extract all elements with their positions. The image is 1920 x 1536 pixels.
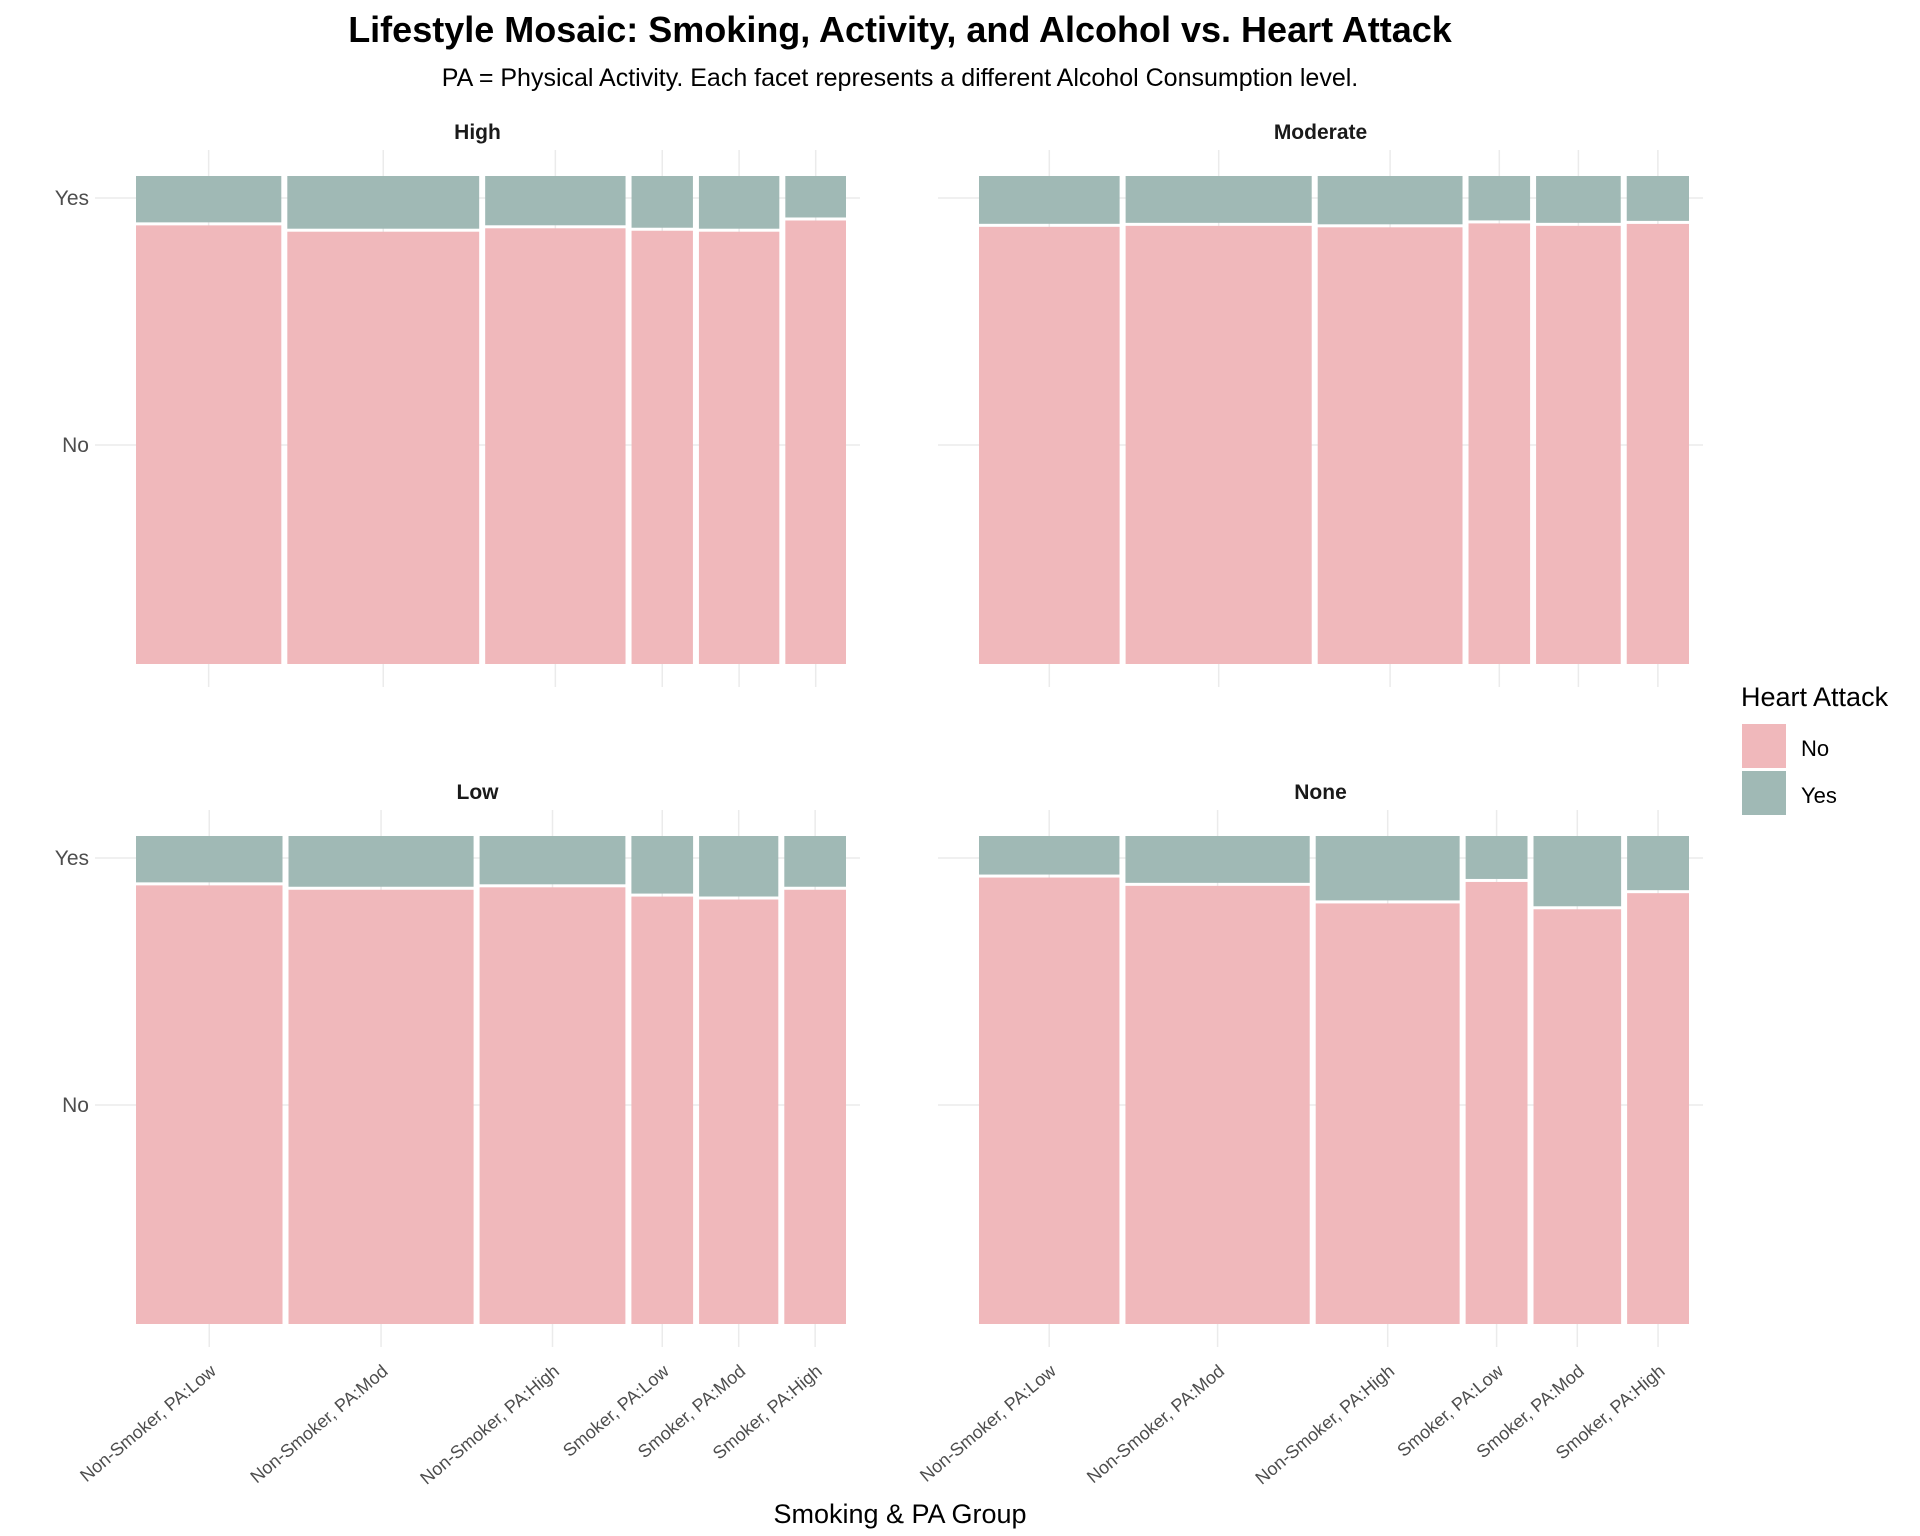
tile-yes xyxy=(1536,176,1621,223)
tile-yes xyxy=(287,176,480,229)
facet-label: Moderate xyxy=(1274,121,1367,144)
tile-no xyxy=(784,889,846,1324)
legend-key-yes xyxy=(1742,771,1786,815)
x-tick-label: Non-Smoker, PA:High xyxy=(1252,1361,1399,1489)
facet-grid: High Yes No Moderate Low Yes No Non-Smoker, PA:… xyxy=(55,121,1703,1488)
x-tick-label: Non-Smoker, PA:High xyxy=(416,1361,563,1489)
y-tick-label: Yes xyxy=(55,847,89,870)
tile-yes xyxy=(136,836,283,883)
tile-yes xyxy=(1626,176,1689,221)
tile-yes xyxy=(136,176,282,223)
tile-yes xyxy=(699,836,779,897)
tile-no xyxy=(1125,225,1312,664)
x-tick-label: Non-Smoker, PA:Mod xyxy=(246,1361,391,1487)
tile-no xyxy=(785,220,846,665)
x-tick-label: Non-Smoker, PA:Mod xyxy=(1083,1361,1228,1487)
tile-no xyxy=(1536,225,1621,664)
tile-no xyxy=(699,899,779,1324)
tile-no xyxy=(1315,903,1460,1324)
tile-no xyxy=(136,885,283,1324)
tile-yes xyxy=(631,836,694,894)
facet-label: None xyxy=(1294,781,1347,804)
tile-no xyxy=(1626,223,1689,664)
chart-subtitle: PA = Physical Activity. Each facet repre… xyxy=(442,64,1358,92)
tile-yes xyxy=(1468,176,1531,221)
tile-no xyxy=(1627,893,1689,1324)
tile-no xyxy=(288,889,474,1324)
tile-yes xyxy=(1315,836,1460,901)
tile-yes xyxy=(1533,836,1622,907)
tile-no xyxy=(1125,885,1310,1324)
tile-no xyxy=(698,231,780,665)
x-tick-label: Non-Smoker, PA:Low xyxy=(76,1360,220,1486)
x-tick-label: Non-Smoker, PA:Low xyxy=(916,1360,1060,1486)
tile-no xyxy=(287,231,480,665)
y-tick-label: Yes xyxy=(55,187,89,210)
tile-yes xyxy=(698,176,780,229)
legend: Heart Attack No Yes xyxy=(1741,682,1889,815)
tile-yes xyxy=(785,176,846,218)
tile-yes xyxy=(631,176,693,228)
tile-yes xyxy=(979,836,1120,875)
tile-no xyxy=(1533,909,1622,1324)
tile-no xyxy=(1317,227,1463,664)
x-axis-label: Smoking & PA Group xyxy=(773,1499,1026,1529)
tile-yes xyxy=(288,836,474,887)
tile-yes xyxy=(979,176,1120,224)
tile-no xyxy=(631,230,693,664)
y-tick-label: No xyxy=(62,1094,89,1117)
tile-yes xyxy=(1125,176,1312,223)
tile-no xyxy=(1465,881,1528,1324)
tile-yes xyxy=(1125,836,1310,883)
y-tick-label: No xyxy=(62,434,89,457)
tile-yes xyxy=(1465,836,1528,879)
tile-yes xyxy=(485,176,626,226)
chart-title: Lifestyle Mosaic: Smoking, Activity, and… xyxy=(348,9,1453,50)
legend-label-yes: Yes xyxy=(1801,783,1837,808)
tile-yes xyxy=(1627,836,1689,891)
tile-no xyxy=(485,228,626,664)
tile-no xyxy=(136,225,282,665)
legend-key-no xyxy=(1742,724,1786,768)
tile-no xyxy=(979,226,1120,664)
facet-none: None Non-Smoker, PA:Low Non-Smoker, PA:Mod… xyxy=(916,781,1703,1488)
facet-label: Low xyxy=(457,781,500,804)
tile-no xyxy=(1468,223,1531,664)
facet-moderate: Moderate xyxy=(938,121,1703,687)
tile-no xyxy=(631,896,694,1324)
legend-title: Heart Attack xyxy=(1741,682,1889,712)
facet-high: High Yes No xyxy=(55,121,860,687)
tile-no xyxy=(979,877,1120,1324)
facet-label: High xyxy=(454,121,501,144)
legend-label-no: No xyxy=(1801,736,1829,761)
tile-no xyxy=(479,887,626,1324)
tile-yes xyxy=(479,836,626,885)
tile-yes xyxy=(784,836,846,887)
tile-yes xyxy=(1317,176,1463,225)
